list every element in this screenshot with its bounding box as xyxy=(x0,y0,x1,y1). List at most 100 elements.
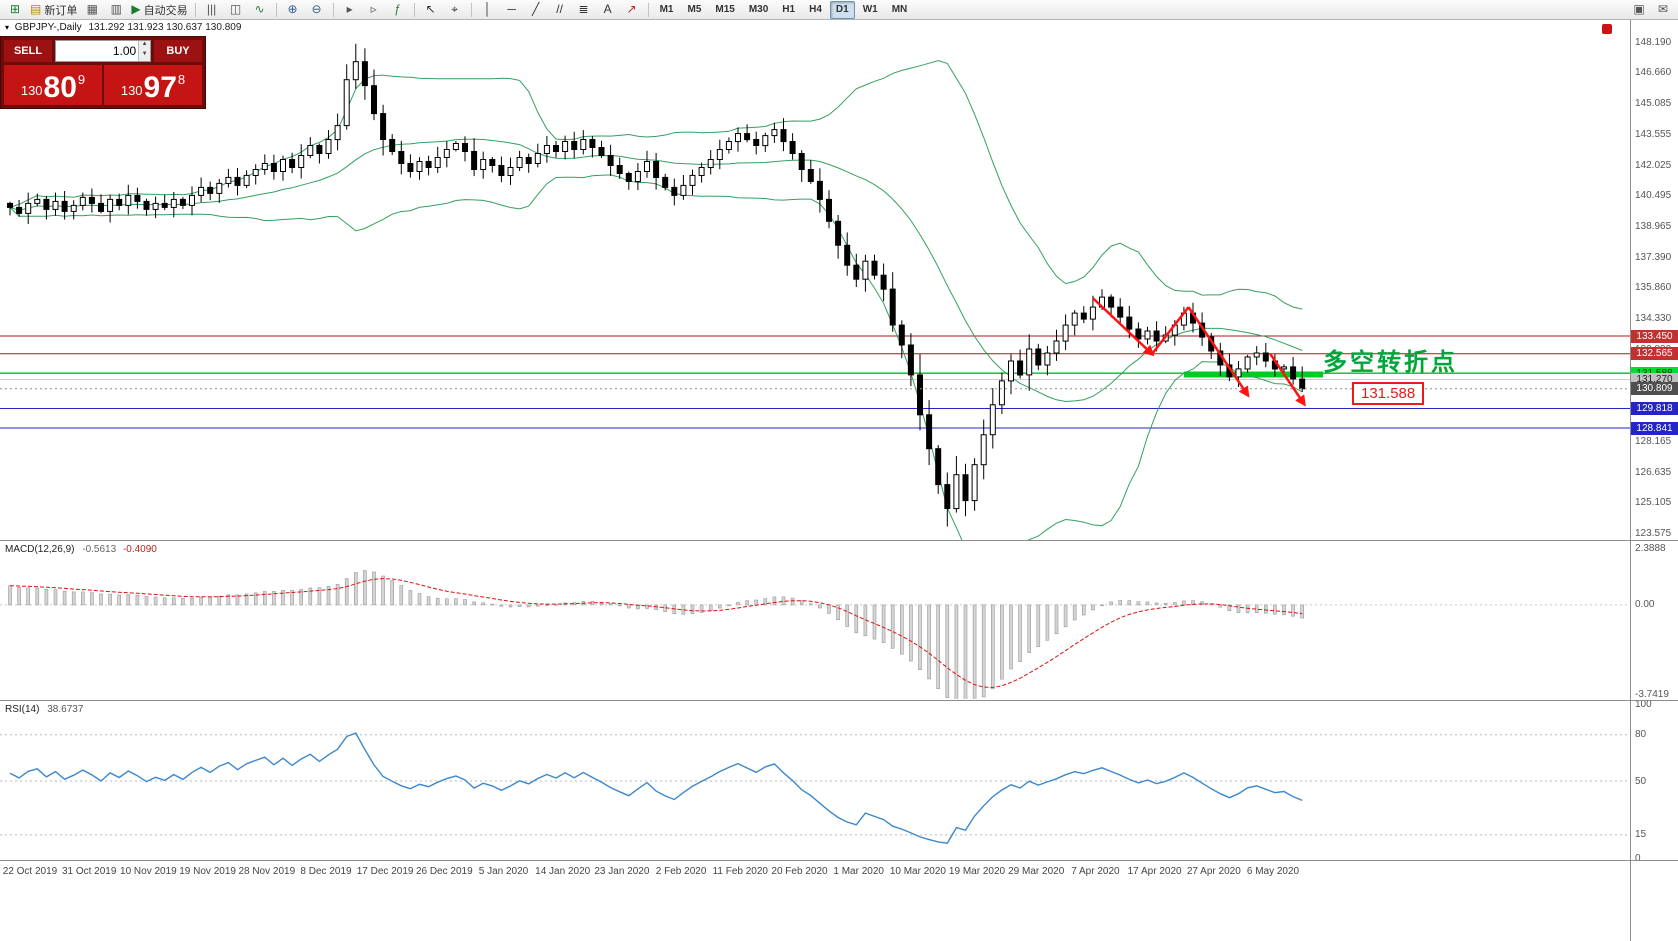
rsi-tick: 80 xyxy=(1635,729,1647,741)
bar-chart-icon[interactable]: ||| xyxy=(200,0,224,19)
timeframe-m5-button[interactable]: M5 xyxy=(687,3,702,15)
auto-trading-button[interactable]: ▶ 自动交易 xyxy=(128,0,190,19)
sell-price-button[interactable]: 130 80 9 xyxy=(4,65,102,105)
candlestick-icon: ◫ xyxy=(229,2,242,16)
panel-separator-2[interactable] xyxy=(0,700,1678,701)
cursor-icon: ↖ xyxy=(425,2,436,16)
timeframe-h4-button[interactable]: H4 xyxy=(809,3,822,15)
rsi-panel[interactable] xyxy=(0,702,1630,859)
price-tick: 148.190 xyxy=(1635,36,1672,48)
sell-price-big: 80 xyxy=(43,71,77,104)
macd-main-value: -0.5613 xyxy=(82,544,117,555)
one-click-trading-panel: SELL ▲ ▼ BUY 130 80 9 130 97 8 xyxy=(0,36,206,109)
chart-window[interactable]: ▾ GBPJPY-,Daily 131.292 131.923 130.637 … xyxy=(0,20,1678,941)
arrows-icon[interactable]: ↗ xyxy=(620,0,644,19)
timeframe-h1-button[interactable]: H1 xyxy=(782,3,796,15)
macd-tick: 0.00 xyxy=(1635,599,1655,611)
volume-up-icon[interactable]: ▲ xyxy=(139,41,150,51)
turning-point-annotation[interactable]: 多空转折点 xyxy=(1323,349,1458,376)
price-tag-129.818: 129.818 xyxy=(1631,402,1678,415)
new-order-button-label: 新订单 xyxy=(44,4,78,17)
date-label: 5 Jan 2020 xyxy=(478,866,529,877)
macd-signal-value: -0.4090 xyxy=(122,544,157,555)
tile-windows-icon[interactable]: ▣ xyxy=(1627,0,1651,19)
volume-input[interactable] xyxy=(56,41,139,61)
new-chart-icon[interactable]: ⊞ xyxy=(3,0,27,19)
volume-box: ▲ ▼ xyxy=(55,40,151,62)
macd-tick: 2.3888 xyxy=(1635,542,1666,554)
channel-icon[interactable]: // xyxy=(548,0,572,19)
buy-price-main: 130 xyxy=(120,83,143,98)
trendline-icon[interactable]: ╱ xyxy=(524,0,548,19)
date-label: 22 Oct 2019 xyxy=(2,866,58,877)
line-chart-icon[interactable]: ∿ xyxy=(248,0,272,19)
price-tick: 135.860 xyxy=(1635,282,1672,294)
price-tag-133.450: 133.450 xyxy=(1631,329,1678,343)
trend-arrow-0[interactable] xyxy=(1092,297,1155,357)
price-tick: 125.105 xyxy=(1635,497,1672,508)
sell-button[interactable]: SELL xyxy=(4,40,52,62)
cursor-icon[interactable]: ↖ xyxy=(419,0,443,19)
trend-arrow-3[interactable] xyxy=(1269,353,1306,407)
date-label: 1 Mar 2020 xyxy=(833,866,884,877)
alert-icon[interactable] xyxy=(1602,24,1612,34)
horizontal-line-icon[interactable]: ─ xyxy=(500,0,524,19)
timeframe-mn-button[interactable]: MN xyxy=(891,3,908,15)
auto-scroll-icon[interactable]: ▸ xyxy=(338,0,362,19)
volume-down-icon[interactable]: ▼ xyxy=(139,51,150,61)
trend-arrow-1[interactable] xyxy=(1151,306,1190,355)
date-label: 10 Nov 2019 xyxy=(120,866,177,877)
text-icon[interactable]: A xyxy=(596,0,620,19)
vertical-line-icon[interactable]: │ xyxy=(476,0,500,19)
messages-icon[interactable]: ✉ xyxy=(1651,0,1675,19)
timeframe-d1-button[interactable]: D1 xyxy=(829,0,855,19)
rsi-line xyxy=(9,732,1303,844)
new-order-button[interactable]: ▤ 新订单 xyxy=(27,0,80,19)
price-tick: 134.330 xyxy=(1635,313,1672,324)
toolbar: ⊞ ▤ 新订单 ▦ ▥ ▶ 自动交易 ||| ◫ ∿ ⊕ ⊖ ▸ ▹ ƒ ↖ ⌖ │ ─ ╱ // ≣ A ↗ M1 M5 M15… xyxy=(0,0,1678,20)
fibonacci-icon: ≣ xyxy=(578,2,589,16)
timeframe-m1-button[interactable]: M1 xyxy=(659,3,674,15)
timeframe-m30-button[interactable]: M30 xyxy=(748,3,769,15)
price-tick: 126.635 xyxy=(1635,466,1672,478)
macd-panel[interactable] xyxy=(0,542,1630,699)
chart-window-icon[interactable]: ▦ xyxy=(80,0,104,19)
date-axis[interactable]: 22 Oct 2019 31 Oct 2019 10 Nov 2019 19 Nov … xyxy=(0,862,1630,882)
indicators-icon[interactable]: ƒ xyxy=(386,0,410,19)
price-tick: 138.965 xyxy=(1635,220,1672,232)
trend-arrow-2[interactable] xyxy=(1187,306,1250,398)
crosshair-icon: ⌖ xyxy=(451,2,458,16)
price-tag-128.841: 128.841 xyxy=(1631,421,1678,435)
one-click-collapse-icon[interactable]: ▾ xyxy=(5,23,10,32)
zoom-in-icon: ⊕ xyxy=(287,2,298,16)
profiles-icon[interactable]: ▥ xyxy=(104,0,128,19)
timeframe-m15-button[interactable]: M15 xyxy=(715,3,735,15)
sell-price-main: 130 xyxy=(20,83,43,98)
fibonacci-icon[interactable]: ≣ xyxy=(572,0,596,19)
new-chart-icon: ⊞ xyxy=(9,2,21,16)
candlestick-icon[interactable]: ◫ xyxy=(224,0,248,19)
panel-separator-1[interactable] xyxy=(0,540,1678,541)
price-tick: 128.165 xyxy=(1635,435,1672,447)
zoom-in-icon[interactable]: ⊕ xyxy=(281,0,305,19)
rsi-label: RSI(14) 38.6737 xyxy=(5,704,83,715)
crosshair-icon[interactable]: ⌖ xyxy=(443,0,467,19)
price-level-label[interactable]: 131.588 xyxy=(1352,382,1425,405)
macd-name: MACD(12,26,9) xyxy=(5,544,75,555)
buy-button[interactable]: BUY xyxy=(154,40,202,62)
price-tick: 143.555 xyxy=(1635,129,1672,140)
support-segment[interactable] xyxy=(1183,371,1324,378)
panel-separator-3[interactable] xyxy=(0,860,1678,861)
symbol-period-label: GBPJPY-,Daily xyxy=(14,22,82,33)
line-chart-icon: ∿ xyxy=(254,2,265,16)
zoom-out-icon[interactable]: ⊖ xyxy=(305,0,329,19)
price-tag-132.565: 132.565 xyxy=(1631,347,1678,361)
chart-shift-icon[interactable]: ▹ xyxy=(362,0,386,19)
price-tick: 137.390 xyxy=(1635,251,1672,263)
main-price-chart[interactable] xyxy=(0,20,1630,540)
macd-signal-line xyxy=(9,578,1303,689)
buy-price-button[interactable]: 130 97 8 xyxy=(104,65,202,105)
timeframe-w1-button[interactable]: W1 xyxy=(862,3,878,15)
text-icon: A xyxy=(603,2,612,16)
price-scale[interactable]: 148.190 146.660 145.085 143.555 142.025 140.4… xyxy=(1630,20,1678,941)
